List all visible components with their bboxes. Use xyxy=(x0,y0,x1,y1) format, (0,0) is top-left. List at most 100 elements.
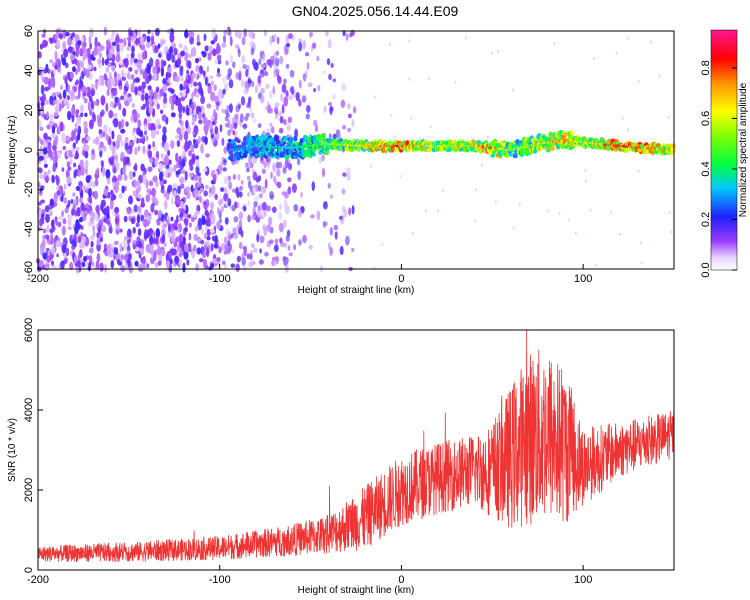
spectrogram-cell xyxy=(249,41,253,48)
spectrogram-cell xyxy=(61,193,64,203)
spectrogram-cell xyxy=(41,101,45,106)
snr-y-label: SNR (10 * v/v) xyxy=(7,418,18,482)
spectrogram-cell xyxy=(192,47,197,57)
spectrogram-cell xyxy=(284,97,289,107)
spectrogram-cell xyxy=(94,214,99,222)
spectrogram-cell xyxy=(342,83,347,91)
spectrogram-cell xyxy=(253,247,257,253)
spectrogram-cell xyxy=(262,169,266,175)
spectrogram-cell xyxy=(263,162,266,168)
spectrogram-cell xyxy=(138,194,142,199)
spectrogram-cell xyxy=(323,221,327,228)
spectrogram-cell xyxy=(347,172,351,181)
spectrogram-cell xyxy=(177,140,180,147)
y-tick-label: -40 xyxy=(23,221,35,237)
spectrogram-cell xyxy=(348,207,351,215)
spectrogram-cell xyxy=(81,225,84,230)
spectrogram-cell xyxy=(253,118,256,123)
spectrogram-cell xyxy=(124,254,128,261)
spectrogram-cell xyxy=(241,180,244,185)
spectrogram-cell xyxy=(68,46,73,53)
spectrogram-cell xyxy=(274,107,278,114)
spectrogram-cell xyxy=(92,262,95,267)
spectrogram-cell xyxy=(283,219,287,228)
spectrogram-cell xyxy=(243,265,248,272)
spectrogram-cell xyxy=(381,243,383,246)
spectrogram-cell xyxy=(183,106,186,113)
spectrogram-cell xyxy=(258,123,262,128)
spectrogram-cell xyxy=(221,109,225,113)
spectrogram-cell xyxy=(288,245,291,250)
spectrogram-cell xyxy=(45,64,48,73)
spectrogram-cell xyxy=(152,141,155,148)
spectrogram-cell xyxy=(247,215,251,222)
spectrogram-cell xyxy=(248,31,252,38)
spectrogram-cell xyxy=(159,172,163,182)
spectrogram-cell xyxy=(51,247,55,255)
spectrogram-cell xyxy=(211,133,214,139)
spectrogram-cell xyxy=(279,56,283,64)
spectrogram-cell xyxy=(181,209,186,214)
spectrogram-cell xyxy=(659,75,661,78)
spectrogram-cell xyxy=(190,32,194,38)
spectrogram-cell xyxy=(195,58,199,63)
spectrogram-cell xyxy=(117,134,122,142)
spectrogram-cell xyxy=(81,202,85,211)
spectrogram-cell xyxy=(199,258,203,262)
spectrogram-cell xyxy=(196,158,199,168)
spectrogram-cell xyxy=(286,90,289,97)
spectrogram-cell xyxy=(352,119,355,127)
spectrogram-y-label: Frequency (Hz) xyxy=(7,116,18,185)
spectrogram-cell xyxy=(220,187,225,192)
spectrogram-cell xyxy=(442,189,444,192)
spectrogram-cell xyxy=(288,186,291,194)
spectrogram-cell xyxy=(84,210,89,215)
spectrogram-cell xyxy=(224,236,228,244)
colorbar-tick-label: 0.4 xyxy=(700,161,712,176)
spectrogram-cell xyxy=(67,136,70,142)
spectrogram-cell xyxy=(328,183,331,189)
spectrogram-cell xyxy=(196,85,199,89)
spectrogram-cell xyxy=(189,233,192,241)
spectrogram-cell xyxy=(133,33,136,39)
spectrogram-cell xyxy=(340,246,344,255)
spectrogram-cell xyxy=(251,216,255,220)
spectrogram-cell xyxy=(144,124,147,132)
spectrogram-cell xyxy=(143,72,147,79)
spectrogram-cell xyxy=(297,171,301,181)
spectrogram-cell xyxy=(100,46,104,51)
spectrogram-cell xyxy=(288,33,293,39)
spectrogram-cell xyxy=(148,144,151,149)
spectrogram-cell xyxy=(187,214,191,218)
spectrogram-cell xyxy=(519,203,521,206)
spectrogram-cell xyxy=(97,253,101,262)
spectrogram-cell xyxy=(162,154,165,162)
spectrogram-cell xyxy=(226,229,229,236)
spectrogram-cell xyxy=(307,62,310,70)
spectrogram-cell xyxy=(313,88,316,92)
spectrogram-cell xyxy=(258,185,261,192)
spectrogram-cell xyxy=(437,209,439,212)
spectrogram-cell xyxy=(186,87,189,93)
spectrogram-cell xyxy=(63,49,68,58)
spectrogram-cell xyxy=(76,116,81,126)
spectrogram-cell xyxy=(79,242,83,248)
spectrogram-cell xyxy=(328,74,332,80)
spectrogram-cell xyxy=(225,60,228,65)
spectrogram-cell xyxy=(176,196,180,205)
spectrogram-cell xyxy=(127,46,131,51)
spectrogram-cell xyxy=(310,214,314,218)
spectrogram-panel: -200 -100 0 100 -60-40-200204060 Height of … xyxy=(7,25,676,296)
spectrogram-cell xyxy=(136,188,139,194)
spectrogram-cell xyxy=(277,182,281,189)
spectrogram-cell xyxy=(153,176,158,183)
spectrogram-cell xyxy=(128,67,132,72)
spectrogram-cell xyxy=(227,198,231,206)
spectrogram-cell xyxy=(186,259,189,265)
spectrogram-cell xyxy=(271,126,275,133)
spectrogram-x-label: Height of straight line (km) xyxy=(298,285,415,296)
spectrogram-cell xyxy=(201,216,205,226)
spectrogram-cell xyxy=(89,211,92,217)
spectrogram-cell xyxy=(217,68,220,74)
spectrogram-cell xyxy=(242,124,247,129)
